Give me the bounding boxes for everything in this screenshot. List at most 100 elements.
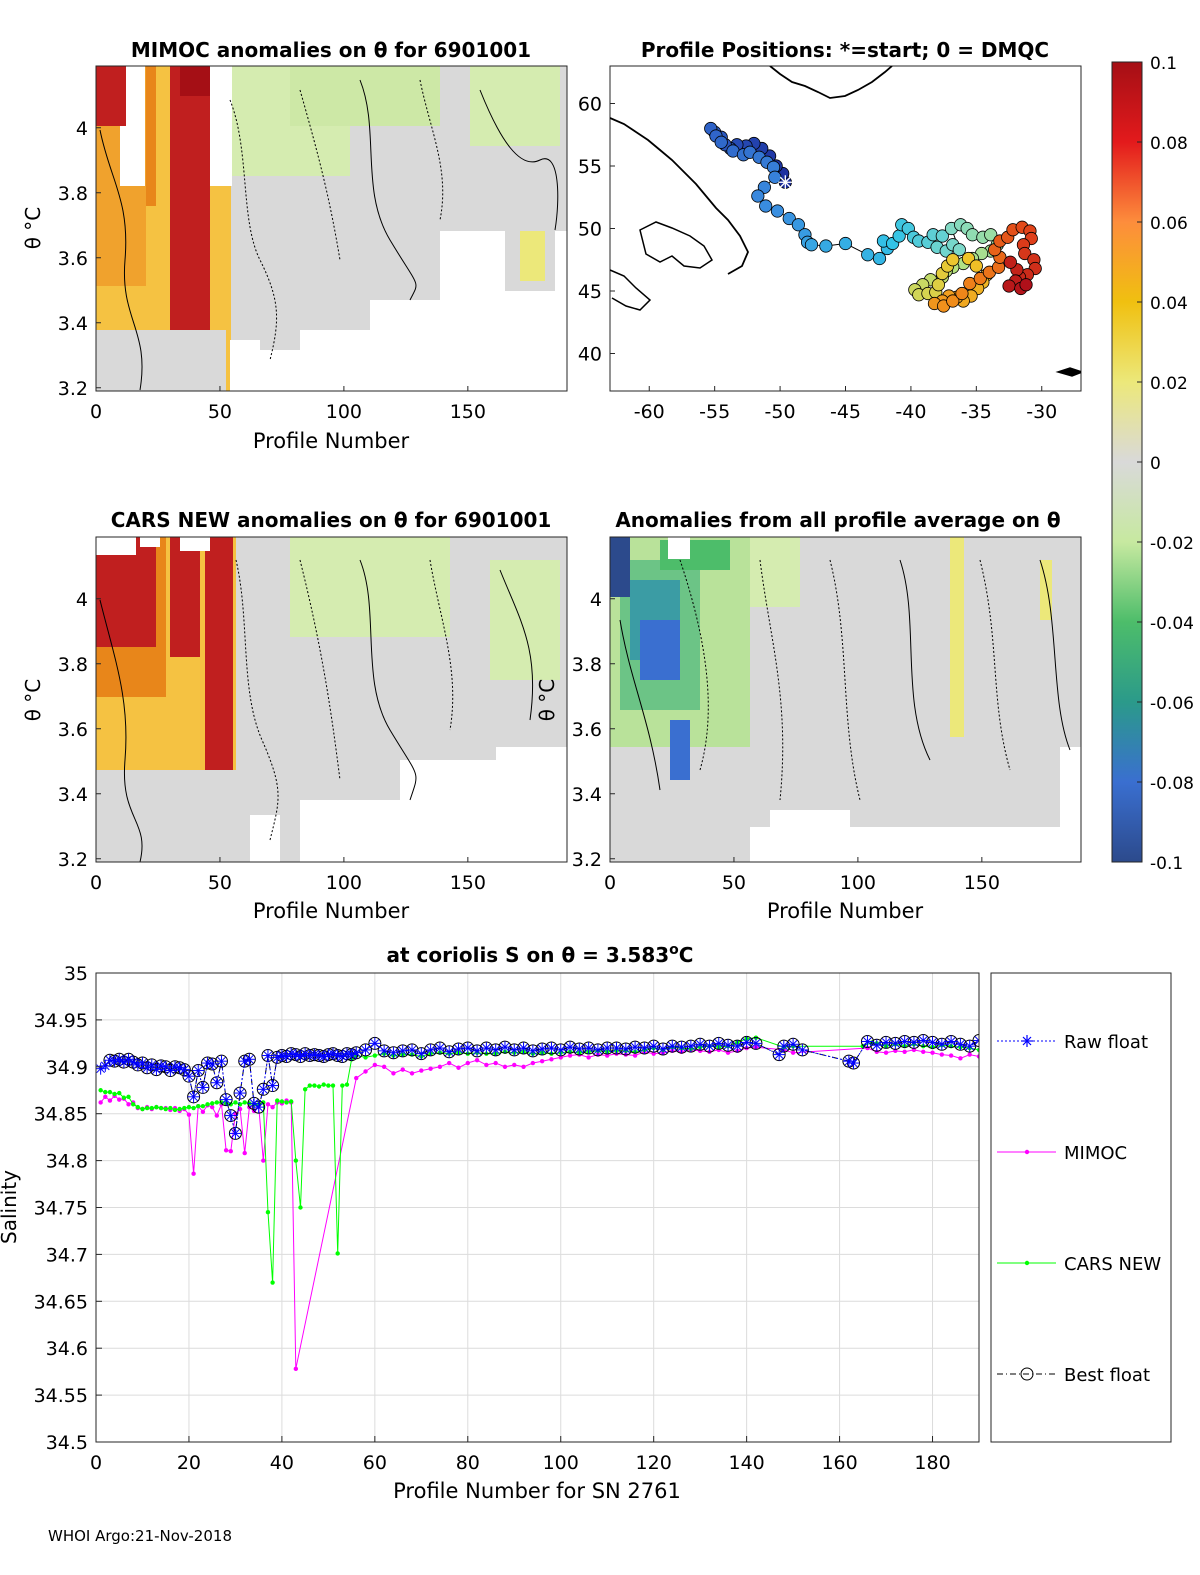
lon-tick-label: -60 (634, 401, 665, 423)
y-tick-label: 34.85 (34, 1104, 88, 1126)
data-point (517, 1042, 530, 1055)
data-point (958, 1056, 963, 1061)
data-point (229, 1127, 242, 1140)
salinity-ylabel: Salinity (0, 1170, 21, 1244)
data-point (963, 1040, 976, 1053)
data-point (861, 1035, 874, 1048)
data-point (526, 1044, 539, 1057)
profile-position-marker (804, 238, 819, 252)
salinity-title-main: at coriolis S on θ = 3.583 (387, 943, 670, 967)
positions-panel: Profile Positions: *=start; 0 = DMQC -60… (578, 38, 1082, 423)
data-point (378, 1044, 391, 1057)
data-point (302, 1087, 308, 1092)
x-tick-label: 0 (90, 1452, 102, 1474)
data-point (182, 1070, 195, 1083)
salinity-title-degree: o (669, 942, 679, 958)
y-tick-label: 3.6 (58, 248, 88, 270)
y-tick-label: 3.8 (572, 654, 602, 676)
data-point (158, 1105, 164, 1111)
data-point (131, 1058, 144, 1071)
colorbar-tick-label: -0.1 (1150, 854, 1183, 874)
y-tick-label: 3.2 (572, 849, 602, 871)
cars-xlabel: Profile Number (253, 899, 410, 923)
data-point (242, 1150, 247, 1156)
data-point (567, 1053, 573, 1058)
y-tick-label: 3.8 (58, 183, 88, 205)
data-point (237, 1106, 243, 1112)
data-point (327, 1047, 340, 1060)
x-tick-label: 40 (270, 1452, 294, 1474)
avg-heatmap (610, 537, 1081, 862)
data-point (539, 1058, 545, 1064)
lon-tick-label: -35 (961, 401, 992, 423)
data-point (842, 1055, 855, 1068)
legend-raw-float: Raw float (997, 1032, 1148, 1053)
cars-ylabel: θ °C (21, 679, 45, 722)
colorbar-tick-label: 0 (1150, 454, 1161, 474)
data-point (344, 1082, 350, 1087)
data-point (722, 1039, 735, 1052)
data-point (675, 1041, 688, 1054)
footer-stamp: WHOI Argo:21-Nov-2018 (48, 1527, 232, 1545)
lat-tick-label: 50 (578, 219, 602, 241)
data-point (749, 1037, 762, 1050)
x-tick-label: 180 (914, 1452, 950, 1474)
x-tick-label: 50 (722, 872, 746, 894)
data-point (396, 1044, 409, 1057)
x-tick-label: 50 (208, 401, 232, 423)
data-point (474, 1058, 480, 1063)
profile-position-marker (782, 211, 796, 226)
data-point (99, 1059, 112, 1072)
data-point (883, 1050, 889, 1055)
colorbar: 0.1 0.08 0.06 0.04 0.02 0 -0.02 -0.04 -0.06 -0.08… (1111, 54, 1194, 874)
data-point (186, 1112, 192, 1117)
data-point (907, 1036, 920, 1049)
profile-position-marker (819, 239, 833, 253)
data-point (564, 1041, 577, 1054)
data-point (406, 1043, 419, 1056)
data-point (330, 1083, 336, 1088)
data-point (480, 1042, 493, 1055)
coastline (610, 66, 1081, 377)
x-tick-label: 100 (543, 1452, 579, 1474)
data-point (307, 1083, 312, 1088)
cars-heatmap (96, 537, 567, 862)
start-star-marker (778, 175, 793, 190)
data-point (443, 1045, 456, 1058)
profile-position-marker (770, 204, 785, 218)
data-point (740, 1036, 753, 1049)
x-tick-label: 60 (363, 1452, 387, 1474)
data-point (387, 1046, 400, 1059)
avg-x-ticks: 0 50 100 150 (604, 857, 1000, 894)
data-point (498, 1041, 511, 1054)
data-point (712, 1037, 725, 1050)
newfoundland-coast (639, 221, 713, 269)
data-point (456, 1065, 461, 1070)
data-point (465, 1060, 470, 1066)
data-point (126, 1094, 131, 1100)
data-point (372, 1062, 378, 1068)
data-point (238, 1055, 251, 1068)
profile-position-marker (931, 278, 945, 292)
y-tick-label: 4 (590, 589, 602, 611)
data-point (112, 1091, 117, 1097)
x-tick-label: 100 (840, 872, 876, 894)
salinity-title: at coriolis S on θ = 3.583oC (387, 942, 694, 967)
x-tick-label: 0 (90, 401, 102, 423)
data-point (790, 1050, 796, 1055)
data-point (126, 1102, 131, 1107)
data-point (948, 1053, 954, 1058)
legend-best-float: Best float (997, 1365, 1150, 1386)
data-point (233, 1100, 238, 1105)
data-point (573, 1042, 586, 1055)
legend-cars-label: CARS NEW (1064, 1254, 1161, 1275)
lon-tick-label: -50 (765, 401, 796, 423)
y-tick-label: 3.4 (58, 784, 88, 806)
cars-y-ticks: 3.2 3.4 3.6 3.8 4 (58, 589, 101, 871)
data-point (880, 1036, 893, 1049)
salinity-panel: at coriolis S on θ = 3.583oC 0 20 40 60 80 10… (0, 942, 980, 1503)
colorbar-tick-label: -0.02 (1150, 534, 1194, 554)
nova-scotia-coast (610, 269, 652, 311)
data-point (433, 1042, 446, 1055)
data-point (288, 1099, 294, 1104)
